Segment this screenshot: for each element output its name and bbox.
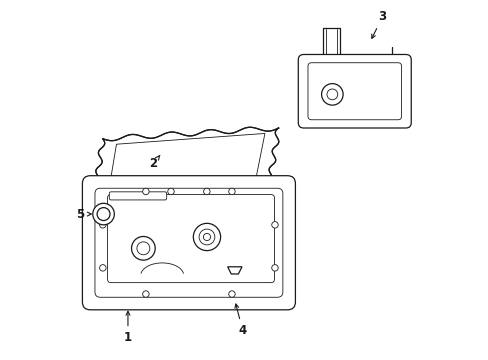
FancyBboxPatch shape <box>307 63 401 120</box>
Circle shape <box>93 203 114 225</box>
Circle shape <box>167 188 174 195</box>
Circle shape <box>228 188 235 195</box>
Circle shape <box>142 291 149 297</box>
Circle shape <box>100 265 106 271</box>
Text: 4: 4 <box>234 304 246 337</box>
Circle shape <box>142 188 149 195</box>
Circle shape <box>326 89 337 100</box>
FancyBboxPatch shape <box>82 176 295 310</box>
Circle shape <box>137 242 149 255</box>
Text: 3: 3 <box>371 10 386 38</box>
Circle shape <box>199 229 214 245</box>
Circle shape <box>321 84 343 105</box>
FancyBboxPatch shape <box>95 188 282 297</box>
Text: 1: 1 <box>123 311 132 344</box>
Circle shape <box>271 222 278 228</box>
Circle shape <box>193 223 220 251</box>
Polygon shape <box>227 267 242 274</box>
FancyBboxPatch shape <box>109 192 166 200</box>
Text: 2: 2 <box>149 155 160 170</box>
Circle shape <box>271 265 278 271</box>
Circle shape <box>100 222 106 228</box>
FancyBboxPatch shape <box>298 54 410 128</box>
Circle shape <box>131 237 155 260</box>
Circle shape <box>228 291 235 297</box>
Circle shape <box>203 233 210 240</box>
Circle shape <box>97 208 110 221</box>
Circle shape <box>203 188 210 195</box>
Text: 5: 5 <box>76 208 91 221</box>
Polygon shape <box>94 128 278 203</box>
FancyBboxPatch shape <box>107 194 274 283</box>
